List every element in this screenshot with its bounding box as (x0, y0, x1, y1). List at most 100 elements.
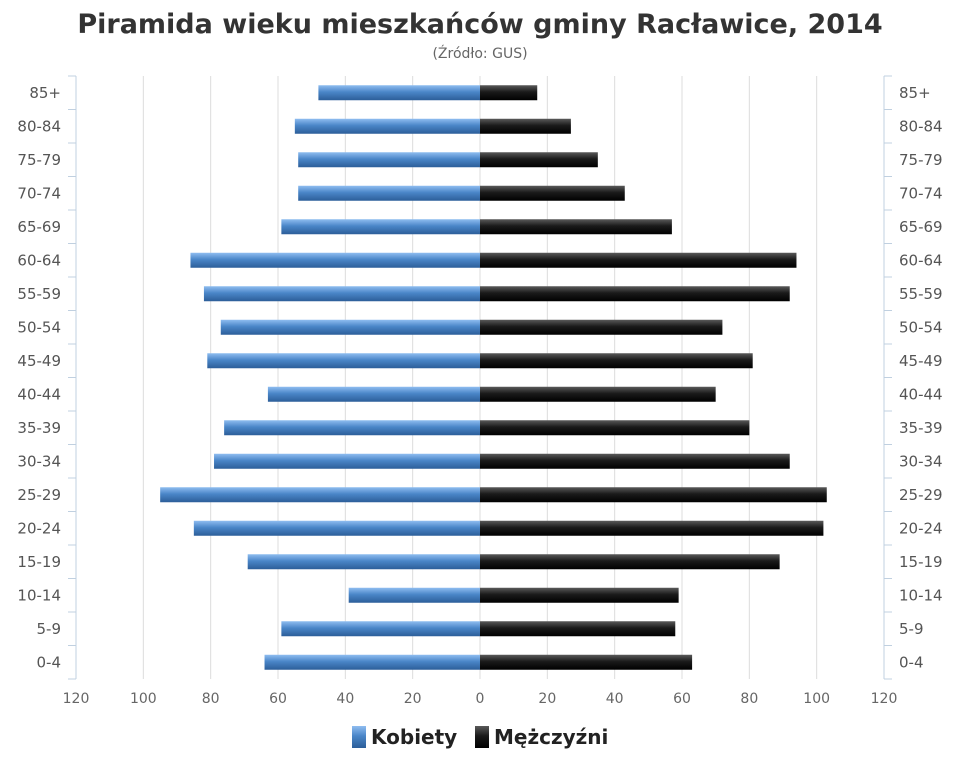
chart-subtitle: (Źródło: GUS) (432, 44, 527, 62)
legend-item-kobiety[interactable]: Kobiety (352, 725, 457, 749)
legend-label-kobiety: Kobiety (371, 725, 457, 749)
bar-kobiety (160, 487, 480, 503)
category-label-left: 70-74 (17, 184, 61, 202)
category-label-right: 20-24 (899, 519, 943, 537)
category-label-left: 30-34 (17, 452, 61, 470)
bar-mezczyzni (480, 252, 797, 268)
category-label-left: 50-54 (17, 318, 61, 336)
bar-mezczyzni (480, 386, 716, 402)
category-label-left: 75-79 (17, 151, 61, 169)
x-tick-label: 80 (202, 691, 220, 707)
bar-kobiety (298, 152, 480, 168)
category-label-left: 80-84 (17, 117, 61, 135)
legend-item-mezczyzni[interactable]: Mężczyźni (475, 725, 608, 749)
axes (68, 75, 892, 680)
bar-kobiety (193, 520, 481, 536)
x-tick-label: 100 (130, 691, 157, 707)
bar-kobiety (214, 453, 481, 469)
category-labels: 85+ 85+ 80-84 80-84 75-79 75-79 70-74 70-74 65-6… (17, 84, 942, 672)
category-label-left: 5-9 (37, 620, 62, 638)
category-label-right: 15-19 (899, 553, 943, 571)
bars (160, 85, 827, 670)
bar-mezczyzni (480, 185, 625, 201)
chart-title: Piramida wieku mieszkańców gminy Racławi… (77, 9, 882, 40)
x-tick-label: 20 (538, 691, 556, 707)
bar-mezczyzni (480, 587, 679, 603)
x-tick-label: 120 (63, 691, 90, 707)
bar-kobiety (203, 286, 480, 302)
category-label-right: 65-69 (899, 218, 943, 236)
category-label-right: 75-79 (899, 151, 943, 169)
bar-mezczyzni (480, 487, 827, 503)
bar-kobiety (318, 85, 480, 101)
category-label-left: 0-4 (37, 653, 62, 671)
category-label-right: 70-74 (899, 184, 943, 202)
category-label-right: 35-39 (899, 419, 943, 437)
category-label-right: 80-84 (899, 117, 943, 135)
legend: Kobiety Mężczyźni (352, 725, 608, 749)
x-tick-label: 100 (803, 691, 830, 707)
category-label-left: 35-39 (17, 419, 61, 437)
category-label-right: 5-9 (899, 620, 924, 638)
category-label-left: 45-49 (17, 352, 61, 370)
bar-mezczyzni (480, 654, 693, 670)
bar-mezczyzni (480, 353, 753, 369)
category-label-right: 45-49 (899, 352, 943, 370)
category-label-left: 15-19 (17, 553, 61, 571)
bar-kobiety (267, 386, 480, 402)
category-label-left: 40-44 (17, 385, 61, 403)
bar-kobiety (224, 420, 480, 436)
legend-swatch-kobiety (352, 726, 366, 748)
bar-kobiety (348, 587, 480, 603)
bar-mezczyzni (480, 520, 824, 536)
bar-mezczyzni (480, 420, 750, 436)
x-tick-label: 20 (404, 691, 422, 707)
bar-kobiety (264, 654, 480, 670)
category-label-right: 50-54 (899, 318, 943, 336)
bar-mezczyzni (480, 152, 598, 168)
x-tick-label: 40 (606, 691, 624, 707)
x-tick-labels: 120 100 80 60 40 20 0 20 40 60 80 100 120 (63, 691, 898, 707)
bar-kobiety (294, 118, 480, 134)
category-label-left: 60-64 (17, 251, 61, 269)
x-tick-label: 40 (336, 691, 354, 707)
category-label-right: 85+ (899, 84, 931, 102)
bar-kobiety (281, 219, 480, 235)
category-label-left: 20-24 (17, 519, 61, 537)
category-label-left: 55-59 (17, 285, 61, 303)
bar-mezczyzni (480, 219, 672, 235)
x-tick-label: 60 (673, 691, 691, 707)
bar-kobiety (281, 621, 480, 637)
category-label-right: 40-44 (899, 385, 943, 403)
bar-mezczyzni (480, 554, 780, 570)
bar-kobiety (220, 319, 480, 335)
bar-mezczyzni (480, 621, 676, 637)
bar-mezczyzni (480, 85, 538, 101)
category-label-right: 10-14 (899, 586, 943, 604)
category-label-left: 65-69 (17, 218, 61, 236)
category-label-right: 30-34 (899, 452, 943, 470)
bar-mezczyzni (480, 453, 790, 469)
legend-swatch-mezczyzni (475, 726, 489, 748)
x-tick-label: 80 (740, 691, 758, 707)
bar-mezczyzni (480, 118, 571, 134)
x-tick-label: 120 (871, 691, 898, 707)
category-label-right: 60-64 (899, 251, 943, 269)
category-label-left: 10-14 (17, 586, 61, 604)
bar-mezczyzni (480, 319, 723, 335)
bar-mezczyzni (480, 286, 790, 302)
category-label-left: 85+ (29, 84, 61, 102)
category-label-right: 25-29 (899, 486, 943, 504)
x-tick-label: 60 (269, 691, 287, 707)
category-label-right: 0-4 (899, 653, 924, 671)
bar-kobiety (247, 554, 480, 570)
bar-kobiety (298, 185, 480, 201)
x-tick-label: 0 (476, 691, 485, 707)
legend-label-mezczyzni: Mężczyźni (494, 725, 608, 749)
bar-kobiety (190, 252, 480, 268)
bar-kobiety (207, 353, 481, 369)
category-label-right: 55-59 (899, 285, 943, 303)
category-label-left: 25-29 (17, 486, 61, 504)
